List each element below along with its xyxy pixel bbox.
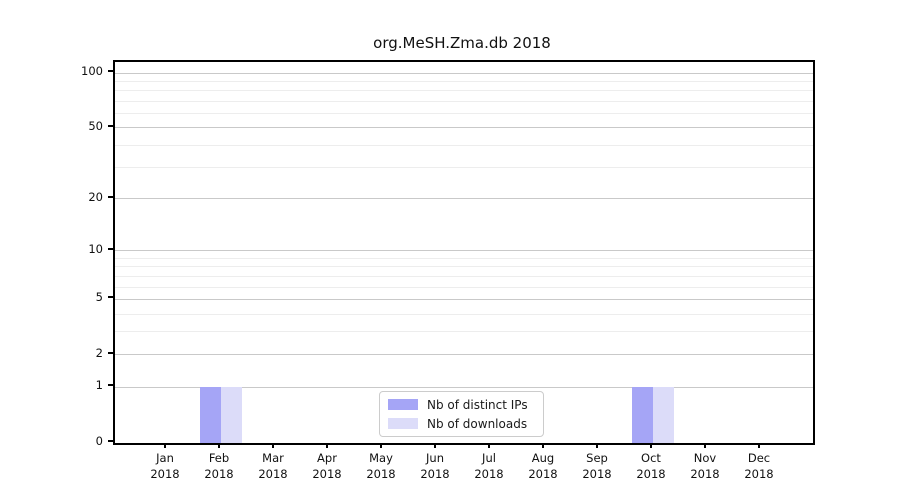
y-tick-mark [108, 124, 113, 127]
y-tick-label: 50 [88, 118, 103, 133]
y-tick-mark [108, 70, 113, 73]
x-tick-mark [596, 443, 598, 448]
gridline-minor [115, 275, 813, 277]
bar-downloads [221, 387, 242, 443]
bar-distinct-ips [632, 387, 653, 443]
gridline-major [115, 386, 813, 388]
x-tick-label: Dec 2018 [744, 451, 774, 481]
y-tick-mark [108, 351, 113, 354]
x-tick-mark [488, 443, 490, 448]
x-tick-mark [758, 443, 760, 448]
x-tick-label: Aug 2018 [528, 451, 558, 481]
gridline-minor [115, 113, 813, 114]
gridline-minor [115, 90, 813, 92]
legend-row-distinct-ips: Nb of distinct IPs [388, 398, 535, 412]
gridline-major [115, 354, 813, 356]
bar-downloads [653, 387, 674, 443]
y-tick-mark [108, 296, 113, 299]
gridline-minor [115, 313, 813, 315]
y-tick-label: 2 [95, 345, 103, 360]
y-tick-mark [108, 440, 113, 442]
gridline-minor [115, 331, 813, 333]
legend: Nb of distinct IPs Nb of downloads [379, 391, 544, 437]
gridline-minor [115, 144, 813, 146]
x-tick-label: Jul 2018 [474, 451, 504, 481]
y-tick-mark [108, 247, 113, 250]
gridline-minor [115, 257, 813, 259]
x-tick-mark [650, 443, 652, 448]
x-tick-mark [434, 443, 436, 448]
y-tick-label: 5 [95, 290, 103, 305]
legend-label-distinct-ips: Nb of distinct IPs [427, 397, 528, 412]
x-tick-mark [326, 443, 328, 448]
gridline-major [115, 198, 813, 200]
y-tick-label: 0 [95, 434, 103, 448]
x-tick-mark [380, 443, 382, 448]
x-tick-mark [542, 443, 544, 448]
legend-row-downloads: Nb of downloads [388, 417, 535, 431]
x-tick-mark [164, 443, 166, 448]
gridline-major [115, 127, 813, 129]
gridline-major [115, 72, 813, 74]
gridline-minor [115, 80, 813, 82]
bar-distinct-ips [200, 387, 221, 443]
gridline-major [115, 298, 813, 300]
gridline-minor [115, 167, 813, 169]
x-tick-label: Sep 2018 [582, 451, 612, 481]
legend-label-downloads: Nb of downloads [427, 416, 528, 431]
y-tick-mark [108, 384, 113, 387]
x-tick-label: May 2018 [366, 451, 396, 481]
y-tick-label: 100 [81, 64, 103, 79]
chart-title: org.MeSH.Zma.db 2018 [373, 34, 551, 52]
x-tick-label: Feb 2018 [204, 451, 234, 481]
y-tick-mark [108, 195, 113, 198]
y-tick-label: 1 [95, 378, 103, 393]
gridline-minor [115, 100, 813, 102]
x-tick-label: Apr 2018 [312, 451, 342, 481]
gridline-major [115, 250, 813, 252]
y-tick-label: 20 [88, 189, 103, 204]
gridline-minor [115, 286, 813, 288]
gridline-minor [115, 266, 813, 268]
x-tick-label: Mar 2018 [258, 451, 288, 481]
x-tick-mark [272, 443, 274, 448]
legend-swatch-downloads [388, 418, 418, 429]
y-tick-label: 10 [88, 241, 103, 256]
x-tick-mark [704, 443, 706, 448]
legend-swatch-distinct-ips [388, 399, 418, 410]
x-tick-label: Jan 2018 [150, 451, 180, 481]
x-tick-label: Oct 2018 [636, 451, 666, 481]
plot-area [113, 60, 815, 445]
x-tick-label: Nov 2018 [690, 451, 720, 481]
x-tick-mark [218, 443, 220, 448]
x-tick-label: Jun 2018 [420, 451, 450, 481]
